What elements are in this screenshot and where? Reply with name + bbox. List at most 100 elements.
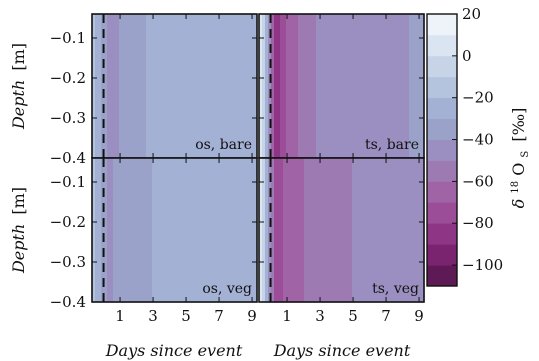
contour-cell [176, 53, 180, 57]
contour-cell [173, 14, 177, 18]
contour-cell [265, 71, 269, 75]
contour-cell [233, 143, 237, 147]
contour-cell [283, 77, 287, 81]
contour-cell [158, 101, 162, 105]
contour-cell [110, 140, 114, 144]
contour-cell [212, 47, 216, 51]
contour-cell [331, 53, 335, 57]
contour-cell [352, 95, 356, 99]
contour-cell [227, 101, 231, 105]
contour-cell [304, 107, 308, 111]
contour-cell [277, 65, 281, 69]
contour-cell [358, 110, 362, 114]
contour-cell [352, 116, 356, 120]
contour-cell [406, 44, 410, 48]
contour-cell [242, 104, 246, 108]
contour-cell [218, 125, 222, 129]
contour-cell [98, 110, 102, 114]
contour-cell [209, 125, 213, 129]
contour-cell [188, 152, 192, 156]
contour-cell [98, 50, 102, 54]
contour-cell [328, 113, 332, 117]
contour-cell [322, 44, 326, 48]
contour-cell [340, 77, 344, 81]
contour-cell [113, 59, 117, 63]
contour-cell [200, 29, 204, 33]
contour-cell [301, 119, 305, 123]
contour-cell [274, 134, 278, 138]
contour-cell [239, 77, 243, 81]
contour-cell [167, 134, 171, 138]
contour-cell [259, 140, 263, 144]
contour-cell [143, 68, 147, 72]
contour-cell [131, 83, 135, 87]
contour-cell [152, 143, 156, 147]
contour-cell [110, 17, 114, 21]
contour-cell [325, 83, 329, 87]
contour-cell [322, 104, 326, 108]
contour-cell [167, 155, 171, 159]
contour-cell [104, 23, 108, 27]
contour-cell [319, 104, 323, 108]
contour-cell [304, 95, 308, 99]
contour-cell [233, 17, 237, 21]
contour-cell [152, 35, 156, 39]
contour-cell [254, 32, 258, 36]
contour-cell [319, 65, 323, 69]
contour-cell [188, 41, 192, 45]
contour-cell [131, 146, 135, 150]
contour-cell [367, 50, 371, 54]
contour-cell [409, 17, 413, 21]
contour-cell [280, 140, 284, 144]
contour-cell [355, 101, 359, 105]
contour-cell [259, 86, 263, 90]
contour-cell [131, 152, 135, 156]
contour-cell [197, 83, 201, 87]
contour-cell [209, 152, 213, 156]
contour-cell [346, 101, 350, 105]
contour-cell [158, 152, 162, 156]
contour-cell [128, 86, 132, 90]
contour-cell [283, 98, 287, 102]
contour-cell [158, 104, 162, 108]
contour-cell [197, 146, 201, 150]
contour-cell [209, 35, 213, 39]
contour-cell [322, 59, 326, 63]
contour-cell [259, 77, 263, 81]
contour-cell [224, 107, 228, 111]
contour-cell [242, 83, 246, 87]
contour-cell [277, 98, 281, 102]
contour-cell [152, 23, 156, 27]
contour-cell [158, 131, 162, 135]
contour-cell [340, 131, 344, 135]
contour-cell [176, 116, 180, 120]
contour-cell [280, 65, 284, 69]
contour-cell [161, 47, 165, 51]
contour-cell [101, 143, 105, 147]
contour-cell [194, 20, 198, 24]
contour-cell [95, 119, 99, 123]
contour-cell [286, 95, 290, 99]
contour-cell [376, 56, 380, 60]
contour-cell [227, 68, 231, 72]
contour-cell [271, 26, 275, 30]
contour-cell [170, 20, 174, 24]
contour-cell [286, 137, 290, 141]
contour-cell [224, 122, 228, 126]
contour-cell [361, 29, 365, 33]
contour-cell [373, 125, 377, 129]
contour-cell [158, 62, 162, 66]
contour-cell [310, 14, 314, 18]
contour-cell [271, 101, 275, 105]
contour-cell [236, 125, 240, 129]
contour-cell [200, 53, 204, 57]
contour-cell [140, 119, 144, 123]
contour-cell [191, 47, 195, 51]
contour-cell [259, 29, 263, 33]
contour-cell [313, 101, 317, 105]
contour-cell [188, 53, 192, 57]
contour-cell [340, 134, 344, 138]
contour-cell [310, 68, 314, 72]
contour-cell [236, 26, 240, 30]
contour-cell [218, 38, 222, 42]
